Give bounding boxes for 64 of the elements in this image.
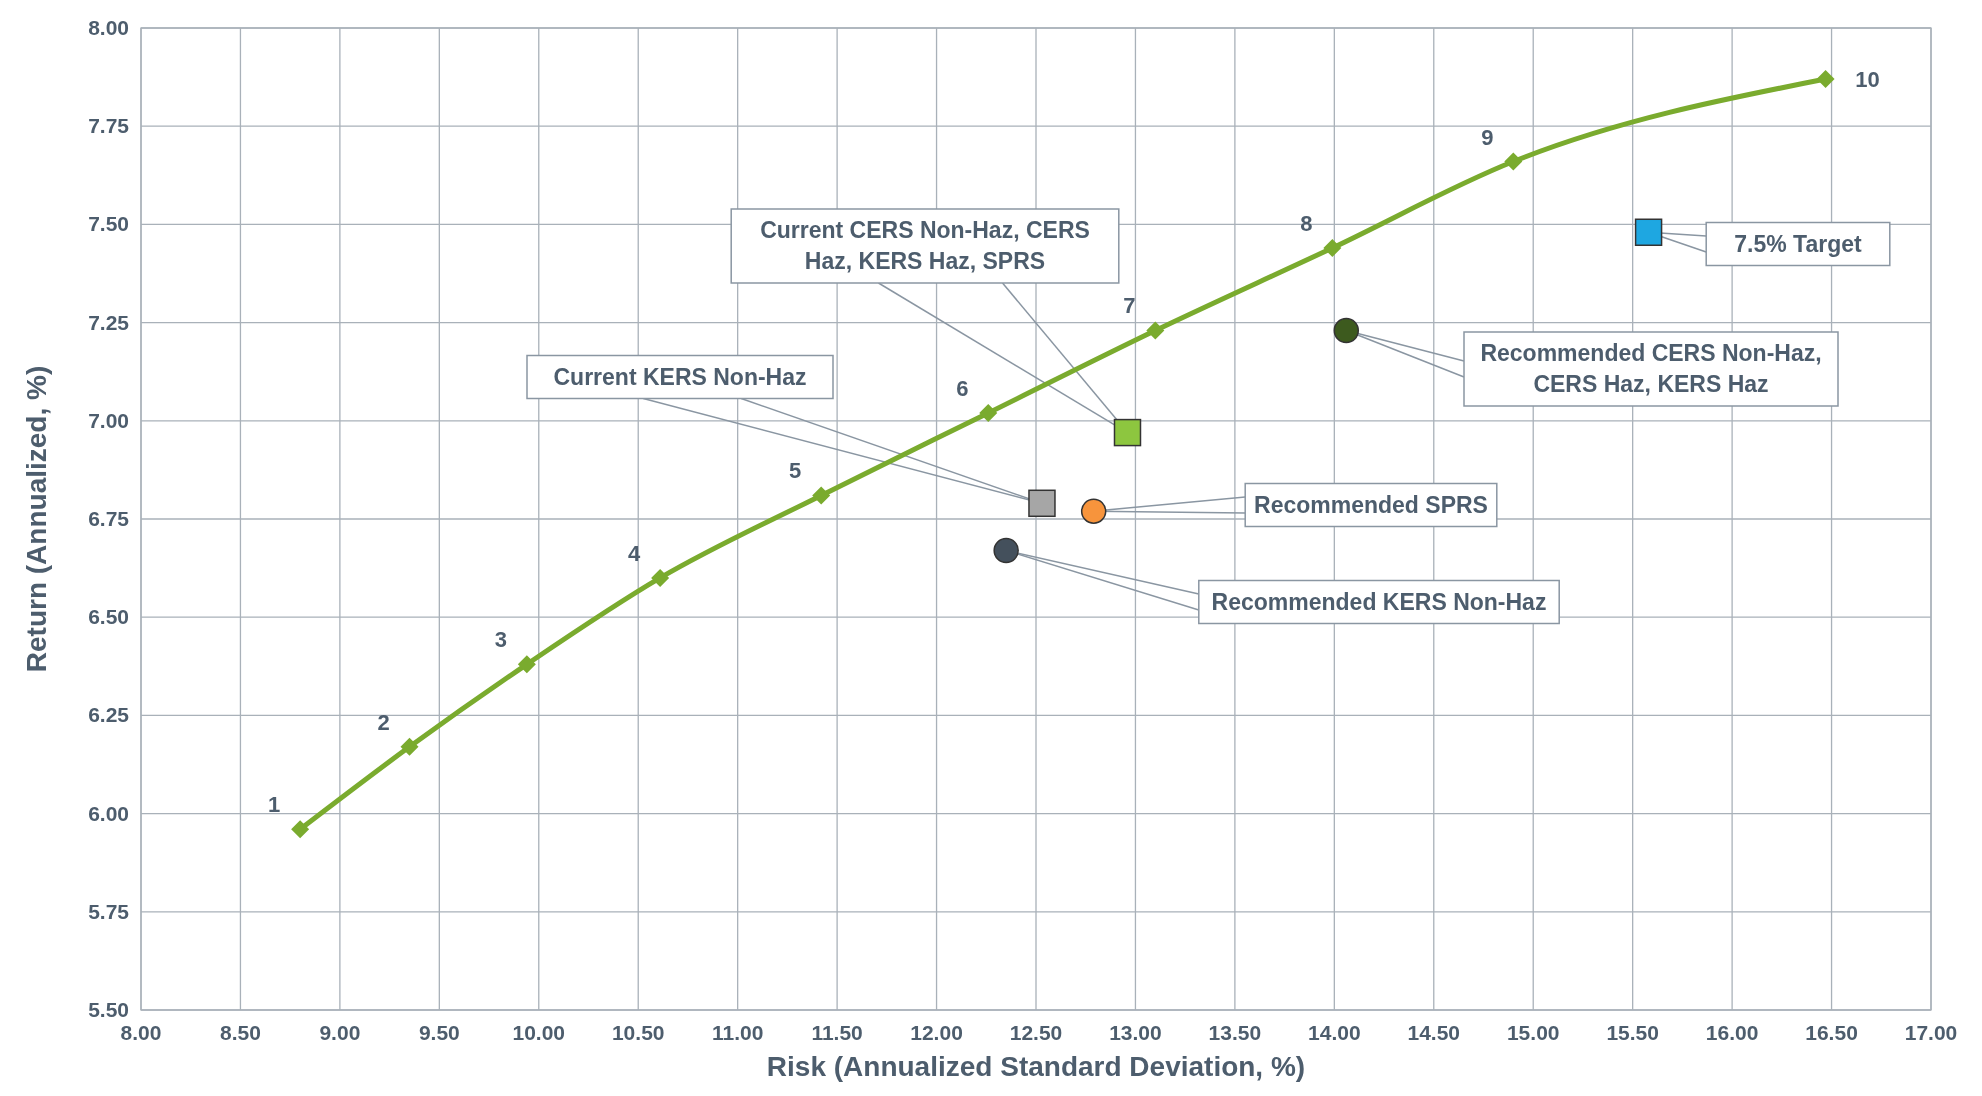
point bbox=[1634, 218, 1663, 247]
y-tick-label: 5.75 bbox=[88, 899, 130, 923]
x-tick-label: 10.00 bbox=[512, 1021, 566, 1044]
y-tick-label: 6.00 bbox=[88, 801, 129, 825]
annotation: 4 bbox=[627, 540, 641, 566]
y-tick-label: 7.00 bbox=[88, 408, 129, 432]
x-tick-label: 15.00 bbox=[1506, 1021, 1560, 1044]
annotation: 2 bbox=[377, 709, 390, 735]
point bbox=[1323, 238, 1342, 257]
annotation: Recommended KERS Non-Haz bbox=[1211, 588, 1547, 615]
x-tick-label: 11.00 bbox=[711, 1021, 764, 1044]
annotation: Recommended CERS Non-Haz, CERS Haz, KERS Haz bbox=[1480, 340, 1822, 397]
point bbox=[400, 737, 419, 756]
point bbox=[1146, 321, 1165, 340]
annotation: Recommended SPRS bbox=[1254, 491, 1488, 518]
x-tick-label: 17.00 bbox=[1904, 1021, 1958, 1044]
y-tick-label: 6.75 bbox=[88, 507, 130, 530]
x-tick-label: 11.50 bbox=[811, 1021, 863, 1044]
x-tick-label: 13.50 bbox=[1208, 1021, 1262, 1044]
x-tick-label: 9.00 bbox=[319, 1021, 361, 1044]
x-tick-label: 14.00 bbox=[1308, 1021, 1361, 1044]
x-tick-label: 16.50 bbox=[1805, 1021, 1858, 1044]
x-tick-label: 16.00 bbox=[1705, 1021, 1759, 1044]
x-axis-title: Risk (Annualized Standard Deviation, %) bbox=[766, 1051, 1306, 1082]
point bbox=[1816, 70, 1835, 89]
annotation: 1 bbox=[267, 792, 281, 818]
x-tick-label: 8.50 bbox=[220, 1021, 261, 1044]
annotation: 6 bbox=[956, 375, 969, 401]
y-tick-label: 6.50 bbox=[88, 605, 129, 629]
x-tick-label: 14.50 bbox=[1407, 1021, 1461, 1044]
x-tick-label: 10.50 bbox=[611, 1021, 665, 1044]
annotation: Current KERS Non-Haz bbox=[553, 363, 807, 390]
x-tick-label: 15.50 bbox=[1606, 1021, 1659, 1044]
annotation: 8 bbox=[1300, 210, 1313, 236]
point bbox=[291, 820, 310, 839]
point bbox=[651, 568, 670, 587]
annotation: 7.5% Target bbox=[1734, 230, 1863, 257]
point bbox=[979, 403, 998, 422]
point bbox=[812, 486, 831, 505]
point bbox=[517, 655, 536, 674]
y-tick-label: 7.25 bbox=[88, 310, 130, 334]
annotation: 5 bbox=[789, 458, 802, 484]
annotation: 10 bbox=[1855, 67, 1880, 93]
point bbox=[1080, 498, 1107, 524]
y-tick-label: 5.50 bbox=[88, 998, 129, 1021]
y-tick-label: 6.25 bbox=[88, 703, 130, 727]
annotation: 7 bbox=[1123, 293, 1136, 319]
x-tick-label: 12.50 bbox=[1009, 1021, 1063, 1044]
x-tick-label: 8.00 bbox=[120, 1021, 162, 1044]
y-tick-label: 8.00 bbox=[88, 16, 129, 39]
point bbox=[1333, 317, 1360, 344]
point bbox=[993, 537, 1019, 564]
annotation: Current CERS Non-Haz, CERS Haz, KERS Haz, SPRS bbox=[760, 217, 1090, 274]
annotation: 9 bbox=[1481, 124, 1494, 150]
y-tick-label: 7.75 bbox=[88, 114, 130, 138]
x-tick-label: 9.50 bbox=[418, 1021, 460, 1044]
point bbox=[1028, 489, 1056, 518]
y-axis-title: Return (Annualized, %) bbox=[21, 365, 52, 673]
y-tick-label: 7.50 bbox=[88, 212, 129, 236]
point bbox=[1113, 418, 1142, 447]
x-tick-label: 12.00 bbox=[910, 1021, 963, 1044]
x-tick-label: 13.00 bbox=[1109, 1021, 1162, 1044]
point bbox=[1504, 152, 1523, 171]
annotation: 3 bbox=[494, 627, 507, 653]
